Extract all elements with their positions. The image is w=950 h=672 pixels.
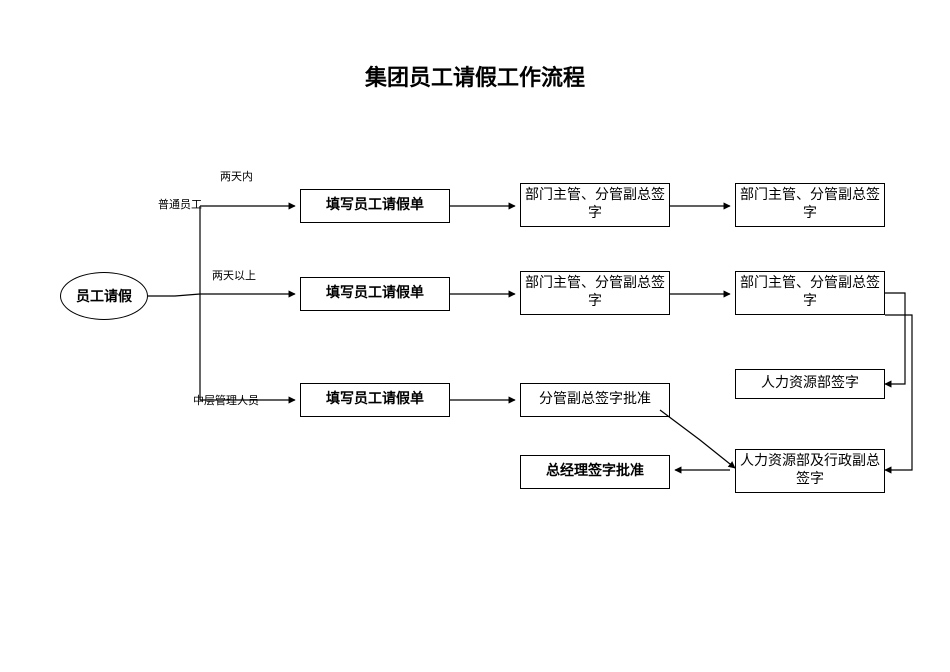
node-r2c2: 部门主管、分管副总签字 xyxy=(520,271,670,315)
node-r2c2-label: 部门主管、分管副总签字 xyxy=(525,275,665,311)
label-within-two-days: 两天内 xyxy=(220,168,253,184)
node-r3c3: 人力资源部签字 xyxy=(735,369,885,399)
label-mid-mgmt: 中层管理人员 xyxy=(193,392,259,408)
node-r3c1: 填写员工请假单 xyxy=(300,383,450,417)
label-over-two-days: 两天以上 xyxy=(212,267,256,283)
node-r1c3: 部门主管、分管副总签字 xyxy=(735,183,885,227)
node-r4c3-label: 人力资源部及行政副总签字 xyxy=(740,453,880,489)
page-title: 集团员工请假工作流程 xyxy=(0,60,950,92)
node-r2c1: 填写员工请假单 xyxy=(300,277,450,311)
node-r3c1-label: 填写员工请假单 xyxy=(326,391,424,409)
node-r1c2: 部门主管、分管副总签字 xyxy=(520,183,670,227)
node-r1c1: 填写员工请假单 xyxy=(300,189,450,223)
label-ordinary-employee: 普通员工 xyxy=(158,196,202,212)
node-r3c3-label: 人力资源部签字 xyxy=(761,375,859,393)
node-r2c3: 部门主管、分管副总签字 xyxy=(735,271,885,315)
node-r4c2-label: 总经理签字批准 xyxy=(546,463,644,481)
node-r4c3: 人力资源部及行政副总签字 xyxy=(735,449,885,493)
node-start-label: 员工请假 xyxy=(76,286,132,306)
node-r3c2-label: 分管副总签字批准 xyxy=(539,391,651,409)
node-r1c1-label: 填写员工请假单 xyxy=(326,197,424,215)
node-r3c2: 分管副总签字批准 xyxy=(520,383,670,417)
node-r1c2-label: 部门主管、分管副总签字 xyxy=(525,187,665,223)
edges-layer xyxy=(0,0,950,672)
node-r1c3-label: 部门主管、分管副总签字 xyxy=(740,187,880,223)
node-r2c1-label: 填写员工请假单 xyxy=(326,285,424,303)
node-r4c2: 总经理签字批准 xyxy=(520,455,670,489)
node-start: 员工请假 xyxy=(60,272,148,320)
node-r2c3-label: 部门主管、分管副总签字 xyxy=(740,275,880,311)
flowchart-container: 集团员工请假工作流程 员工请假 填写员工请假单 部门主管、分管副总签字 部门主管… xyxy=(0,0,950,672)
